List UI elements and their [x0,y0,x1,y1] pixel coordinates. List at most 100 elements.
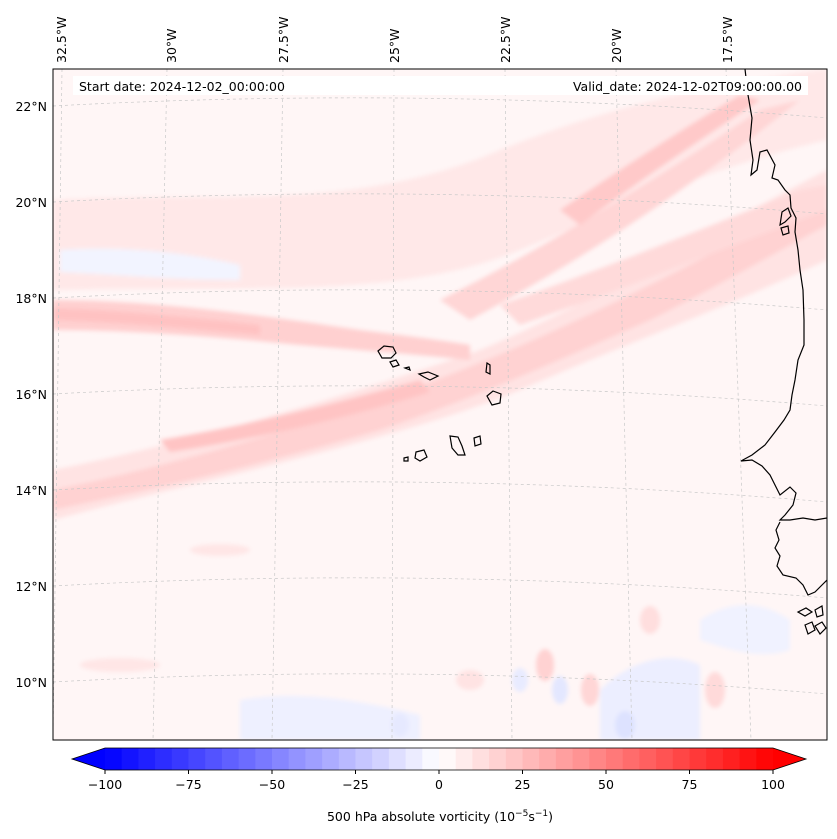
positive-band-north-weak [53,69,827,290]
meridian-27.5W [271,69,284,740]
colorbar-cell [155,748,173,770]
guinea-bissau-islands-1 [796,607,814,617]
lat-label-22N: 22°N [15,99,47,114]
lat-label-10N: 10°N [15,675,47,690]
positive-streak-upper-core [560,95,760,225]
positive-streak-upper [440,100,800,320]
meridian-30W [152,69,168,740]
lat-label-16N: 16°N [15,387,47,402]
colorbar-tick-label: 75 [682,777,698,792]
positive-blob-7 [80,658,160,672]
colorbar-extend-right [773,748,806,770]
colorbar-cell [171,748,189,770]
colorbar-cell [221,748,240,770]
colorbar-label-exp1: −5 [515,809,528,819]
lon-label-22.5W: 22.5°W [498,17,513,63]
island-sao-nicolau [417,371,440,381]
island-maio [473,435,482,447]
island-sal [485,361,491,375]
valid-date-label: Valid_date: 2024-12-02T09:00:00.00 [573,79,802,94]
colorbar-label-main: 500 hPa absolute vorticity (10 [327,809,515,824]
west-africa-coastline [740,69,827,521]
lon-label-17.5W: 17.5°W [720,17,735,63]
map-frame [52,68,828,741]
colorbar-tick-label: 50 [598,777,614,792]
colorbar-cell [405,748,423,770]
positive-blob-5 [456,670,484,690]
guinea-bissau-islands-2 [814,605,824,618]
negative-blob-2 [552,676,568,704]
island-sao-vicente [389,359,400,368]
positive-blob-1 [536,649,554,681]
colorbar-cell [722,748,741,770]
colorbar-tick-label: −75 [175,777,201,792]
colorbar-cell [639,748,657,770]
colorbar-cell [656,748,674,770]
parallel-12N [53,577,827,599]
colorbar-cell [622,748,640,770]
parallel-22N [53,97,827,119]
colorbar-cell [138,748,156,770]
lon-label-20W: 20°W [609,28,624,63]
colorbar-cell [372,748,390,770]
negative-patch-east [700,605,790,655]
colorbar-cell [205,748,223,770]
meridian-20W [615,69,633,740]
colorbar-cell [589,748,607,770]
lon-label-32.5W: 32.5°W [54,17,69,63]
graticule [53,69,827,740]
lat-label-14N: 14°N [15,483,47,498]
negative-patch-south [240,695,420,740]
colorbar-cell [388,748,407,770]
colorbar-extend-left [72,748,105,770]
colorbar-cell [355,748,373,770]
vorticity-contours [53,69,827,740]
colorbar: −100 −75 −50 −25 0 25 50 75 100 500 hPa absolute… [70,747,808,824]
negative-patch-west [60,248,240,280]
colorbar-cell [539,748,557,770]
latitude-labels: 22°N 20°N 18°N 16°N 14°N 12°N 10°N [15,99,47,690]
colorbar-label-end: ) [548,809,553,824]
colorbar-cell [272,748,290,770]
start-date-box [73,76,313,95]
colorbar-tick-label: 100 [761,777,785,792]
negative-blob-1 [512,668,528,692]
positive-blob-6 [190,544,250,556]
colorbar-cell [288,748,306,770]
colorbar-cell [689,748,707,770]
meridian-17.5W [725,69,752,740]
colorbar-cell [439,748,457,770]
colorbar-label-exp2: −1 [535,809,548,819]
colorbar-cell [422,748,440,770]
colorbar-cells [105,748,774,770]
parallel-20N [53,193,827,215]
start-date-label: Start date: 2024-12-02_00:00:00 [79,79,285,94]
island-boa-vista [486,390,502,406]
colorbar-cell [338,748,356,770]
colorbar-cell [121,748,139,770]
lat-label-12N: 12°N [15,579,47,594]
colorbar-cell [489,748,507,770]
colorbar-label-mid: s [528,809,535,824]
guinea-bissau-islands-4 [814,621,827,635]
colorbar-cell [522,748,540,770]
lon-label-27.5W: 27.5°W [276,17,291,63]
negative-blob-4 [391,713,409,737]
parallel-10N [53,673,827,695]
colorbar-cell [739,748,757,770]
colorbar-cell [756,748,774,770]
colorbar-cell [188,748,206,770]
colorbar-cell [706,748,724,770]
island-santa-luzia [403,366,411,372]
negative-blob-3 [615,711,635,739]
positive-band-main-core [160,380,430,452]
colorbar-tick-label: −25 [342,777,368,792]
parallel-16N [53,385,827,407]
banc-arguin-islet-2 [780,225,790,236]
guinea-bissau-islands-3 [804,621,816,635]
positive-band-west-core [53,308,260,335]
colorbar-cell [305,748,323,770]
valid-date-box [310,76,808,95]
colorbar-tick-label: −100 [88,777,122,792]
